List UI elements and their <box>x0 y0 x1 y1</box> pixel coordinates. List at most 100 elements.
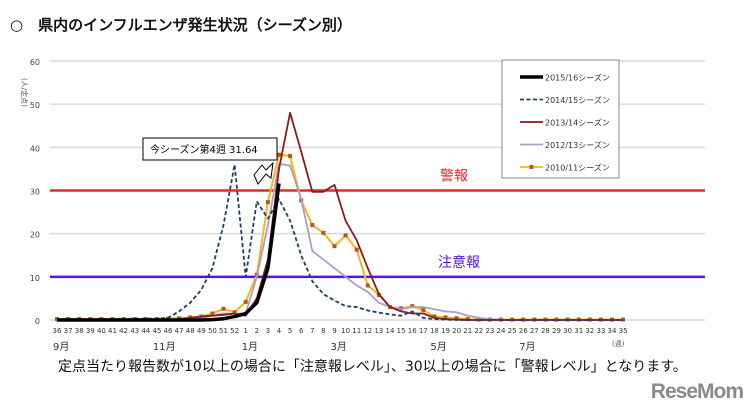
series-marker <box>365 283 370 288</box>
x-tick-label: 17 <box>419 327 428 335</box>
series-marker <box>243 299 248 304</box>
series-marker <box>332 244 337 249</box>
x-tick-label: 19 <box>441 327 450 335</box>
x-tick-label: 51 <box>219 327 228 335</box>
x-tick-label: 6 <box>299 327 304 335</box>
x-axis-unit: (週) <box>612 339 625 348</box>
callout-arrow-icon <box>253 161 274 185</box>
watermark-logo: ReseMom <box>650 380 744 403</box>
x-tick-label: 28 <box>541 327 550 335</box>
y-tick-label: 0 <box>35 317 40 326</box>
month-label: 5月 <box>430 341 446 353</box>
series-marker <box>343 233 348 238</box>
series-marker <box>210 311 215 316</box>
footer-note: 定点当たり報告数が10以上の場合に「注意報レベル」、30以上の場合に「警報レベル… <box>58 359 687 375</box>
x-tick-label: 14 <box>386 327 395 335</box>
series-line <box>57 153 624 321</box>
y-tick-label: 30 <box>30 188 40 197</box>
series-line <box>57 163 624 321</box>
x-tick-label: 29 <box>552 327 561 335</box>
x-tick-label: 3 <box>266 327 270 335</box>
series-marker <box>321 230 326 235</box>
x-tick-label: 22 <box>474 327 483 335</box>
annotation-box <box>142 137 278 161</box>
series-marker <box>277 152 281 157</box>
x-tick-label: 27 <box>530 327 539 335</box>
x-tick-label: 24 <box>497 327 506 335</box>
series-marker <box>454 316 459 321</box>
series-marker <box>443 315 448 320</box>
x-tick-label: 1 <box>243 327 247 335</box>
series-marker <box>310 223 315 228</box>
legend-label: 2012/13シーズン <box>545 140 610 150</box>
x-tick-label: 41 <box>108 327 117 335</box>
x-tick-label: 48 <box>186 327 195 335</box>
x-tick-label: 35 <box>619 327 628 335</box>
month-label: 1月 <box>242 341 258 353</box>
x-tick-label: 47 <box>175 327 184 335</box>
legend-label: 2015/16シーズン <box>545 73 610 83</box>
series-marker <box>354 247 359 252</box>
x-tick-label: 37 <box>64 327 73 335</box>
x-tick-label: 42 <box>119 327 128 335</box>
legend-box <box>501 59 620 179</box>
x-tick-label: 36 <box>53 327 62 335</box>
y-tick-label: 40 <box>30 144 40 153</box>
threshold-label: 注意報 <box>438 254 480 271</box>
month-label: 7月 <box>519 341 535 353</box>
series-marker <box>432 314 437 319</box>
x-tick-label: 49 <box>197 327 206 335</box>
month-label: 3月 <box>331 341 347 353</box>
x-tick-label: 12 <box>363 327 372 335</box>
x-tick-label: 4 <box>277 327 282 335</box>
series-marker <box>421 308 426 313</box>
y-tick-label: 60 <box>30 58 40 67</box>
legend-label: 2014/15シーズン <box>545 95 610 105</box>
y-tick-label: 10 <box>30 274 40 283</box>
x-tick-label: 33 <box>596 327 605 335</box>
threshold-label: 警報 <box>440 169 468 185</box>
x-tick-label: 21 <box>463 327 472 335</box>
series-marker <box>288 153 293 158</box>
annotation-text: 今シーズン第4週 31.64 <box>150 143 258 156</box>
x-tick-label: 31 <box>574 327 583 335</box>
x-tick-label: 46 <box>164 327 173 335</box>
x-tick-label: 32 <box>585 327 594 335</box>
series-line <box>57 183 281 322</box>
month-label: 9月 <box>53 341 69 353</box>
x-tick-label: 34 <box>608 327 617 335</box>
x-tick-label: 52 <box>230 327 239 335</box>
x-tick-label: 15 <box>397 327 406 335</box>
x-tick-label: 16 <box>408 327 417 335</box>
page-title: ○ 県内のインフルエンザ発生状況（シーズン別） <box>10 16 352 34</box>
series-marker <box>232 310 237 315</box>
x-tick-label: 5 <box>288 327 292 335</box>
x-tick-label: 11 <box>352 327 361 335</box>
x-tick-label: 45 <box>152 327 161 335</box>
x-tick-label: 7 <box>310 327 314 335</box>
legend-label: 2010/11シーズン <box>545 163 610 173</box>
x-tick-label: 2 <box>255 327 259 335</box>
x-tick-label: 10 <box>341 327 350 335</box>
x-tick-label: 8 <box>321 327 325 335</box>
x-tick-label: 23 <box>485 327 494 335</box>
y-tick-label: 20 <box>30 231 40 240</box>
x-tick-label: 40 <box>97 327 106 335</box>
month-label: 11月 <box>153 341 176 353</box>
x-tick-label: 43 <box>130 327 139 335</box>
legend-marker <box>529 165 534 169</box>
series-marker <box>265 200 270 205</box>
x-tick-label: 26 <box>519 327 528 335</box>
x-tick-label: 20 <box>452 327 461 335</box>
x-tick-label: 9 <box>332 327 336 335</box>
x-tick-label: 13 <box>374 327 383 335</box>
x-tick-label: 30 <box>563 327 572 335</box>
x-tick-label: 39 <box>86 327 95 335</box>
x-tick-label: 25 <box>508 327 517 335</box>
x-tick-label: 50 <box>208 327 217 335</box>
x-tick-label: 18 <box>430 327 439 335</box>
x-tick-label: 38 <box>75 327 84 335</box>
y-tick-label: 50 <box>30 101 40 110</box>
